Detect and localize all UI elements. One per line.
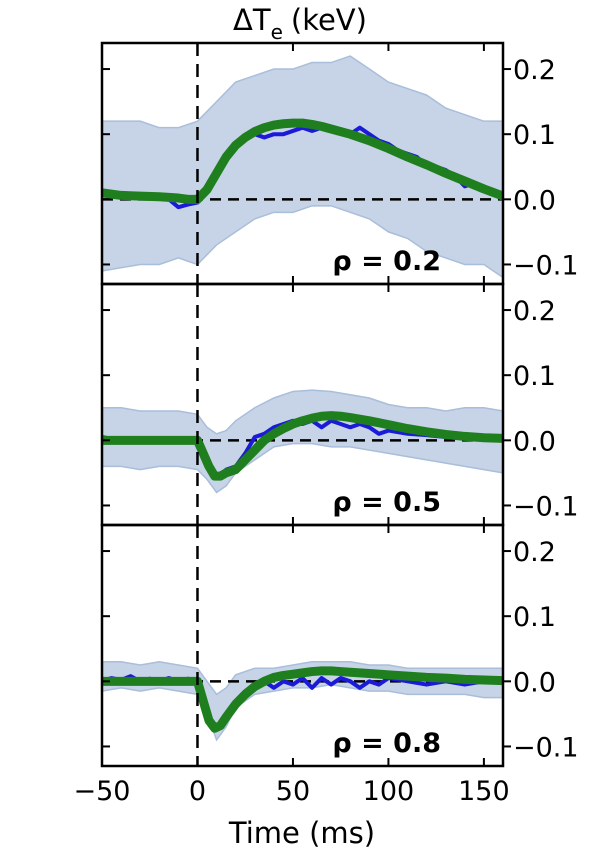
panel-rho-label: ρ = 0.8 <box>332 728 441 759</box>
panels-group: −0.1 0.0 0.1 0.2 ρ = 0.2 −0.1 0.0 0.1 0.2 ρ = 0.5… <box>74 41 579 807</box>
panel-rho-label: ρ = 0.2 <box>332 246 441 277</box>
panel-frame <box>100 523 505 768</box>
fit-series-line <box>102 118 503 204</box>
y-tick-label: 0.1 <box>513 602 556 633</box>
panel-3: −0.1 0.0 0.1 0.2 ρ = 0.8 <box>100 523 579 768</box>
y-tick-label: 0.0 <box>513 426 556 457</box>
y-tick-label: −0.1 <box>513 732 579 763</box>
panel-plot-area <box>102 55 503 279</box>
y-tick-label: 0.1 <box>513 361 556 392</box>
y-tick-label: −0.1 <box>513 250 579 281</box>
y-tick-label: 0.2 <box>513 55 556 86</box>
y-tick-label: −0.1 <box>513 491 579 522</box>
fit-series-line <box>102 666 503 733</box>
y-tick-label: 0.1 <box>513 120 556 151</box>
uncertainty-band <box>102 55 503 279</box>
panel-plot-area <box>102 389 503 494</box>
panel-plot-area <box>102 661 503 742</box>
panel-rho-label: ρ = 0.5 <box>332 487 441 518</box>
x-axis-label: Time (ms) <box>228 816 375 850</box>
panel-2: −0.1 0.0 0.1 0.2 ρ = 0.5 <box>100 282 579 527</box>
x-tick-label: 150 <box>458 776 510 807</box>
panel-1: −0.1 0.0 0.1 0.2 ρ = 0.2 <box>100 41 579 286</box>
y-tick-label: 0.0 <box>513 667 556 698</box>
y-tick-label: 0.2 <box>513 296 556 327</box>
chart-title: ΔTe (keV) <box>233 3 367 44</box>
x-tick-label: 100 <box>363 776 415 807</box>
x-tick-label: −50 <box>74 776 131 807</box>
y-tick-label: 0.0 <box>513 185 556 216</box>
y-tick-label: 0.2 <box>513 537 556 568</box>
x-tick-label: 50 <box>276 776 310 807</box>
fit-series-line <box>102 411 503 481</box>
x-tick-label: 0 <box>189 776 206 807</box>
